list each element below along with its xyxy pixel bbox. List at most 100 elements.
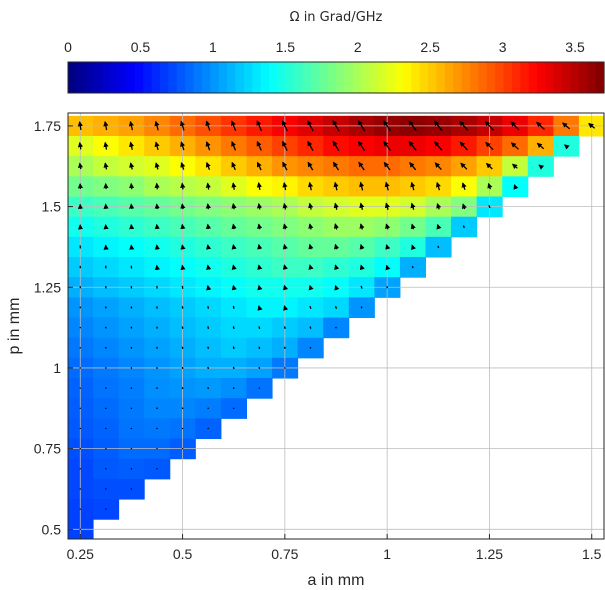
colorbar-segment — [419, 62, 429, 93]
quiver-arrow — [205, 203, 211, 210]
colorbar-segment — [243, 62, 253, 93]
colorbar-segment — [218, 62, 228, 93]
quiver-arrow — [181, 285, 184, 289]
quiver-arrow — [434, 162, 442, 171]
colorbar-segment — [428, 62, 438, 93]
colorbar-segment — [93, 62, 103, 93]
quiver-arrow — [207, 326, 210, 329]
quiver-arrow — [436, 223, 442, 230]
quiver-arrow — [256, 140, 262, 151]
quiver-arrow — [206, 264, 212, 271]
quiver-arrow — [129, 162, 135, 170]
quiver-arrow — [510, 142, 519, 150]
y-tick-label: 0.5 — [42, 521, 62, 537]
quiver-arrow — [257, 202, 263, 210]
colorbar-segment — [101, 62, 111, 93]
quiver-arrow — [536, 142, 545, 150]
quiver-arrow — [385, 264, 391, 271]
quiver-arrow — [231, 141, 237, 151]
quiver-arrow — [383, 120, 392, 132]
quiver-arrow — [359, 181, 365, 191]
x-tick-label: 0.25 — [67, 546, 94, 562]
quiver-arrow — [231, 223, 237, 230]
quiver-arrow — [231, 161, 237, 171]
colorbar-tick-label: 1 — [209, 39, 217, 55]
quiver-arrow — [410, 202, 416, 210]
colorbar-segment — [444, 62, 454, 93]
quiver-arrow — [154, 182, 160, 190]
quiver-arrow — [358, 161, 365, 171]
colorbar-segment — [319, 62, 329, 93]
heatmap-cell — [42, 217, 68, 238]
colorbar-segment — [151, 62, 161, 93]
quiver-arrow — [308, 202, 314, 210]
quiver-arrow — [434, 141, 443, 151]
colorbar-segment — [285, 62, 295, 93]
quiver-arrow — [488, 204, 491, 209]
colorbar-segment — [436, 62, 446, 93]
x-tick-label: 1 — [383, 546, 391, 562]
colorbar-segment — [294, 62, 304, 93]
colorbar-segment — [68, 62, 77, 93]
colorbar: Ω in Grad/GHz 0 0.5 1 1.5 2 2.5 3 3.5 — [64, 10, 605, 94]
quiver-arrow — [360, 285, 363, 289]
heatmap-cell — [42, 398, 68, 419]
colorbar-segment — [336, 62, 345, 93]
quiver-arrow — [437, 245, 440, 249]
heatmap-cell — [42, 338, 68, 359]
colorbar-segment — [528, 62, 538, 93]
y-tick-label: 1.75 — [34, 118, 61, 134]
quiver-arrow — [357, 120, 366, 132]
colorbar-tick-label: 0.5 — [131, 39, 151, 55]
quiver-arrow — [335, 326, 337, 329]
quiver-arrow — [103, 141, 109, 150]
quiver-arrow — [129, 141, 135, 150]
quiver-arrow — [411, 265, 414, 269]
colorbar-segment — [470, 62, 479, 93]
quiver-arrow — [207, 346, 210, 350]
quiver-arrow — [383, 140, 391, 152]
colorbar-segment — [478, 62, 488, 93]
quiver-arrow — [281, 140, 288, 151]
quiver-arrow — [460, 162, 468, 170]
colorbar-segment — [411, 62, 421, 93]
colorbar-segment — [520, 62, 530, 93]
quiver-arrow — [77, 121, 83, 131]
quiver-arrow — [308, 264, 314, 270]
quiver-arrow — [333, 181, 339, 191]
quiver-arrow — [461, 203, 467, 210]
colorbar-tick-label: 2.5 — [420, 39, 440, 55]
y-axis-label: p in mm — [6, 298, 23, 355]
quiver-arrow — [256, 161, 262, 171]
quiver-arrow — [154, 203, 160, 210]
quiver-arrow — [180, 264, 186, 271]
quiver-arrow — [408, 140, 417, 151]
colorbar-tick-label: 0 — [64, 39, 72, 55]
quiver-arrow — [334, 305, 338, 309]
quiver-arrow — [384, 202, 390, 210]
quiver-arrow — [256, 120, 263, 132]
colorbar-segment — [369, 62, 379, 93]
colorbar-segment — [453, 62, 463, 93]
quiver-arrow — [484, 120, 494, 131]
quiver-arrow — [257, 243, 263, 250]
quiver-arrow — [54, 143, 55, 149]
colorbar-segment — [570, 62, 580, 93]
quiver-arrow — [180, 182, 186, 190]
quiver-arrow — [307, 181, 314, 191]
quiver-arrow — [258, 366, 261, 370]
quiver-arrow — [257, 305, 263, 311]
colorbar-segment — [185, 62, 195, 93]
quiver-arrow — [231, 244, 237, 250]
colorbar-segment — [495, 62, 505, 93]
colorbar-segment — [118, 62, 128, 93]
quiver-arrow — [433, 120, 443, 131]
colorbar-segment — [386, 62, 396, 93]
quiver-arrow — [282, 161, 288, 171]
quiver-arrow — [281, 120, 288, 132]
colorbar-segment — [352, 62, 362, 93]
quiver-arrow — [538, 164, 545, 170]
quiver-arrow — [128, 182, 135, 190]
colorbar-segment — [193, 62, 203, 93]
quiver-arrow — [231, 264, 237, 271]
